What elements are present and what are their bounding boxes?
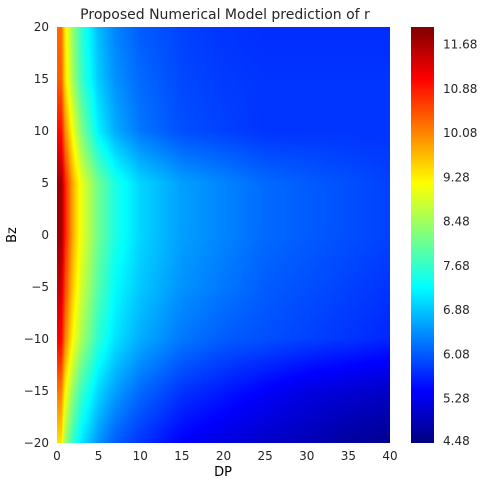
y-tick-label: −20 [24, 436, 49, 450]
y-tick-label: 0 [41, 228, 49, 242]
x-tick-label: 35 [341, 449, 356, 463]
chart-title: Proposed Numerical Model prediction of r [80, 7, 370, 23]
colorbar-tick-label: 5.28 [443, 392, 470, 406]
x-tick-label: 0 [53, 449, 61, 463]
y-tick-label: 10 [34, 124, 49, 138]
y-tick-label: −15 [24, 384, 49, 398]
x-axis-label: DP [214, 465, 232, 480]
colorbar-tick-label: 4.48 [443, 434, 470, 448]
x-tick-label: 15 [174, 449, 189, 463]
colorbar-tick-label: 8.48 [443, 215, 470, 229]
x-tick-label: 10 [133, 449, 148, 463]
colorbar [411, 27, 434, 443]
y-axis-ticks: −20 −15 −10 −5 0 5 10 15 20 [24, 20, 49, 450]
x-tick-label: 30 [299, 449, 314, 463]
colorbar-tick-label: 7.68 [443, 259, 470, 273]
y-tick-label: −10 [24, 332, 49, 346]
colorbar-tick-label: 10.08 [443, 126, 477, 140]
x-tick-label: 40 [382, 449, 397, 463]
heatmap-plot [57, 27, 390, 443]
y-tick-label: −5 [31, 280, 49, 294]
colorbar-tick-label: 6.08 [443, 348, 470, 362]
x-axis-ticks: 0 5 10 15 20 25 30 35 40 [53, 449, 397, 463]
colorbar-tick-label: 6.88 [443, 303, 470, 317]
y-tick-label: 20 [34, 20, 49, 34]
y-axis-label: Bz [5, 227, 20, 243]
x-tick-label: 20 [216, 449, 231, 463]
y-tick-label: 5 [41, 176, 49, 190]
colorbar-tick-label: 10.88 [443, 82, 477, 96]
colorbar-ticks: 4.48 5.28 6.08 6.88 7.68 8.48 9.28 10.08 10.88 11… [443, 38, 477, 448]
colorbar-tick-label: 11.68 [443, 38, 477, 52]
y-tick-label: 15 [34, 72, 49, 86]
colorbar-tick-label: 9.28 [443, 171, 470, 185]
x-tick-label: 25 [257, 449, 272, 463]
x-tick-label: 5 [95, 449, 103, 463]
